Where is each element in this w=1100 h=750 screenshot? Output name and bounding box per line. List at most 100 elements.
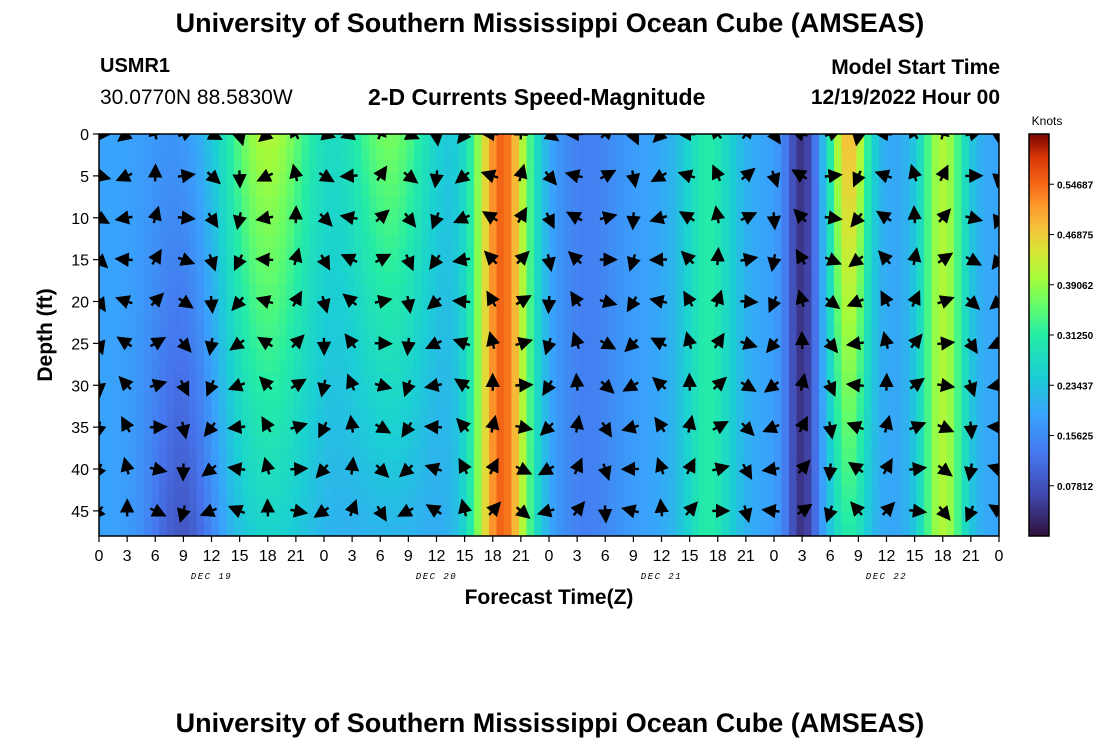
heatmap-cell (886, 196, 895, 210)
heatmap-cell (466, 385, 475, 399)
heatmap-cell (496, 159, 505, 173)
heatmap-cell (451, 159, 460, 173)
current-vector-arrow (965, 210, 984, 225)
heatmap-cell (99, 234, 108, 248)
heatmap-cell (646, 397, 655, 411)
heatmap-cell (391, 247, 400, 261)
heatmap-cell (181, 146, 190, 160)
heatmap-cell (159, 221, 168, 236)
heatmap-cell (909, 347, 918, 361)
heatmap-cell (946, 410, 955, 424)
heatmap-cell (354, 134, 363, 148)
heatmap-cell (549, 322, 558, 336)
current-vector-arrow (937, 336, 956, 351)
heatmap-cell (781, 510, 790, 525)
heatmap-cell (406, 485, 415, 499)
heatmap-cell (339, 360, 348, 374)
heatmap-cell (399, 360, 408, 374)
heatmap-cell (219, 422, 228, 437)
heatmap-cell (159, 234, 168, 248)
heatmap-cell (879, 385, 888, 399)
heatmap-cell (211, 247, 220, 261)
heatmap-cell (226, 460, 235, 474)
heatmap-cell (901, 335, 910, 349)
heatmap-cell (129, 473, 138, 487)
heatmap-cell (759, 523, 768, 536)
heatmap-cell (346, 523, 355, 536)
heatmap-cell (721, 171, 730, 185)
heatmap-cell (826, 171, 835, 185)
heatmap-cell (849, 410, 858, 424)
heatmap-cell (309, 234, 318, 248)
heatmap-cell (219, 134, 228, 148)
heatmap-cell (159, 272, 168, 286)
heatmap-cell (894, 259, 903, 273)
heatmap-cell (114, 422, 123, 437)
current-vector-arrow (767, 253, 782, 273)
heatmap-cell (429, 196, 438, 210)
heatmap-cell (399, 473, 408, 487)
heatmap-cell (924, 221, 933, 236)
heatmap-cell (676, 435, 685, 449)
heatmap-cell (346, 259, 355, 273)
heatmap-cell (924, 196, 933, 210)
heatmap-cell (511, 259, 520, 273)
heatmap-cell (976, 360, 985, 374)
heatmap-cell (961, 410, 970, 424)
heatmap-cell (601, 498, 610, 512)
heatmap-cell (624, 159, 633, 173)
heatmap-cell (804, 422, 813, 437)
heatmap-cell (534, 247, 543, 261)
current-vector-arrow (374, 209, 390, 225)
heatmap-cell (991, 272, 999, 286)
heatmap-cell (489, 322, 498, 336)
heatmap-cell (181, 259, 190, 273)
heatmap-cell (811, 510, 820, 525)
heatmap-cell (549, 159, 558, 173)
heatmap-cell (294, 460, 303, 474)
heatmap-cell (166, 347, 175, 361)
heatmap-cell (279, 272, 288, 286)
heatmap-cell (436, 523, 445, 536)
heatmap-cell (526, 259, 535, 273)
heatmap-cell (414, 209, 423, 223)
current-vector-arrow (401, 421, 416, 438)
heatmap-cell (301, 335, 310, 349)
heatmap-cell (286, 221, 295, 236)
heatmap-cell (976, 510, 985, 525)
heatmap-cell (601, 322, 610, 336)
heatmap-cell (796, 221, 805, 236)
heatmap-cell (249, 221, 258, 236)
heatmap-cell (474, 435, 483, 449)
heatmap-cell (661, 221, 670, 236)
heatmap-cell (354, 347, 363, 361)
heatmap-cell (496, 498, 505, 512)
heatmap-cell (826, 221, 835, 236)
heatmap-cell (309, 247, 318, 261)
heatmap-cell (211, 284, 220, 298)
heatmap-cell (931, 523, 940, 536)
x-tick-label: 6 (376, 548, 385, 565)
heatmap-cell (294, 322, 303, 336)
heatmap-cell (99, 435, 108, 449)
heatmap-cell (241, 159, 250, 173)
heatmap-cell (766, 322, 775, 336)
heatmap-cell (691, 485, 700, 499)
heatmap-cell (969, 184, 978, 198)
current-vector-arrow (515, 337, 533, 351)
heatmap-cell (669, 221, 678, 236)
heatmap-cell (834, 372, 843, 386)
heatmap-cell (159, 422, 168, 437)
heatmap-cell (256, 460, 265, 474)
heatmap-cell (406, 322, 415, 336)
heatmap-cell (294, 498, 303, 512)
heatmap-cell (196, 448, 205, 462)
heatmap-cell (916, 347, 925, 361)
heatmap-cell (151, 510, 160, 525)
heatmap-cell (811, 196, 820, 210)
heatmap-cell (399, 221, 408, 236)
heatmap-cell (346, 309, 355, 324)
heatmap-cell (796, 272, 805, 286)
current-vector-arrow (937, 419, 955, 434)
heatmap-cell (894, 460, 903, 474)
